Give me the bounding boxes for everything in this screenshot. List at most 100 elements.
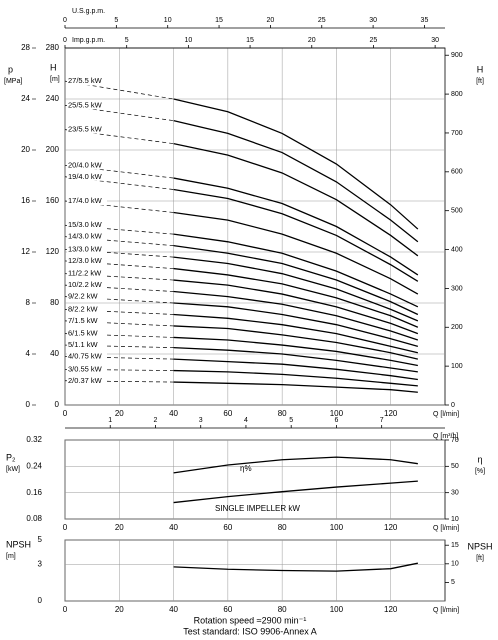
p-tick-label: 8: [26, 298, 31, 307]
curve-label: 20/4.0 kW: [68, 160, 103, 169]
x-tick-label: 20: [115, 523, 124, 532]
label-bg: [67, 340, 107, 350]
top-tick-label: 7: [380, 417, 384, 424]
y2-tick-label: 400: [451, 246, 463, 253]
x-axis-label: Q [l/min]: [433, 525, 459, 532]
y-tick-label: 80: [50, 298, 59, 307]
top-tick-label: 20: [267, 17, 275, 24]
curve: [173, 358, 418, 381]
x-tick-label: 120: [384, 409, 398, 418]
x-tick-label: 20: [115, 409, 124, 418]
top-tick-label: 30: [431, 37, 439, 44]
y2-tick-label: 50: [451, 463, 459, 470]
curve: [173, 120, 419, 243]
x-tick-label: 40: [169, 605, 178, 614]
y-tick-label: 0.16: [26, 488, 42, 497]
top-tick-label: 10: [164, 17, 172, 24]
top-tick-label: 5: [289, 417, 293, 424]
label-bg: [67, 328, 107, 338]
y2-tick-label: 600: [451, 169, 463, 176]
p-tick-label: 28: [21, 43, 30, 52]
curve-label: 15/3.0 kW: [68, 220, 103, 229]
y-axis-unit: [m]: [6, 553, 16, 560]
y2-tick-label: 100: [451, 363, 463, 370]
y-axis-unit: [m]: [50, 76, 60, 83]
y-tick-label: 200: [46, 145, 60, 154]
top-tick-label: 1: [108, 417, 112, 424]
y2-tick-label: 15: [451, 542, 459, 549]
y-axis-title: H: [50, 62, 57, 72]
curve: [173, 267, 419, 328]
label-bg: [67, 220, 107, 230]
y-tick-label: 0.24: [26, 461, 42, 470]
y-tick-label: 0: [38, 596, 43, 605]
x-tick-label: 60: [223, 605, 232, 614]
x-tick-label: 80: [278, 409, 287, 418]
x-tick-label: 40: [169, 409, 178, 418]
footer-standard: Test standard: ISO 9906-Annex A: [183, 626, 317, 636]
top-tick-label: 4: [244, 417, 248, 424]
top-tick-label: 3: [199, 417, 203, 424]
p-axis-title: p: [8, 64, 13, 74]
x-tick-label: 0: [63, 523, 68, 532]
y-tick-label: 0: [55, 400, 60, 409]
y-tick-label: 160: [46, 196, 60, 205]
label-bg: [67, 375, 107, 385]
y2-tick-label: 300: [451, 285, 463, 292]
label-bg: [67, 100, 107, 110]
top-tick-label: 30: [369, 17, 377, 24]
label-bg: [67, 304, 107, 314]
label-bg: [67, 268, 107, 278]
curve-label: 9/2.2 kW: [68, 292, 99, 301]
curve: [173, 346, 418, 373]
label-bg: [67, 291, 107, 301]
x-tick-label: 20: [115, 605, 124, 614]
top-tick-label: 10: [184, 37, 192, 44]
curve: [173, 211, 419, 295]
y2-axis-unit: [ft]: [476, 555, 484, 562]
y-tick-label: 240: [46, 94, 60, 103]
curve-label: 3/0.55 kW: [68, 364, 103, 373]
y-tick-label: 120: [46, 247, 60, 256]
curve: [173, 480, 418, 504]
curve-label: 25/5.5 kW: [68, 100, 103, 109]
label-bg: [67, 244, 107, 254]
y-tick-label: 5: [38, 535, 43, 544]
top-tick-label: 5: [114, 17, 118, 24]
y2-tick-label: 900: [451, 52, 463, 59]
label-bg: [67, 160, 107, 170]
p-tick-label: 12: [21, 247, 30, 256]
top-tick-label: 35: [421, 17, 429, 24]
top-tick-label: 25: [370, 37, 378, 44]
curve: [173, 325, 419, 360]
curve: [173, 177, 419, 276]
top-tick-label: 5: [125, 37, 129, 44]
curve-label: 4/0.75 kW: [68, 352, 103, 361]
curve-label: 12/3.0 kW: [68, 256, 103, 265]
y-tick-label: 40: [50, 349, 59, 358]
curve-label: 5/1.1 kW: [68, 340, 99, 349]
label-bg: [67, 351, 107, 361]
curve-label: 11/2.2 kW: [68, 269, 102, 278]
y2-tick-label: 10: [451, 561, 459, 568]
y-axis-title: P₂: [6, 452, 16, 462]
p-tick-label: 20: [21, 145, 30, 154]
p-axis-unit: [MPa]: [4, 78, 22, 85]
curve: [173, 233, 419, 308]
curve-label: SINGLE IMPELLER kW: [215, 504, 300, 513]
curve-extrapolation: [64, 164, 174, 179]
x-tick-label: 60: [223, 523, 232, 532]
y2-tick-label: 200: [451, 324, 463, 331]
y2-tick-label: 5: [451, 579, 455, 586]
x-tick-label: 100: [330, 605, 344, 614]
x-axis-label: Q [l/min]: [433, 411, 459, 418]
curve: [173, 381, 418, 393]
top-tick-label: 15: [215, 17, 223, 24]
curve-label: 8/2.2 kW: [68, 304, 99, 313]
top-tick-label: 25: [318, 17, 326, 24]
curve-extrapolation: [64, 176, 174, 190]
curve-label: 6/1.5 kW: [68, 329, 99, 338]
curve-label: 2/0.37 kW: [68, 376, 103, 385]
